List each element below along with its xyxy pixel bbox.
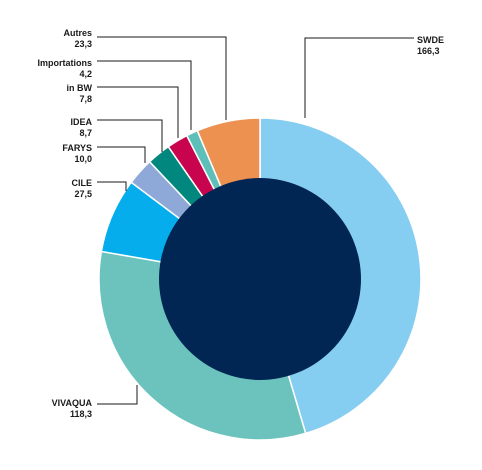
label-farys: FARYS	[62, 143, 92, 153]
label-swde: SWDE	[417, 35, 444, 45]
label-in-bw: in BW	[67, 83, 93, 93]
value-label-in-bw: 7,8	[79, 94, 92, 104]
value-label-swde: 166,3	[417, 46, 440, 56]
value-label-farys: 10,0	[74, 154, 92, 164]
leader-line-farys	[97, 146, 146, 163]
leader-line-idea	[97, 119, 163, 152]
leader-line-vivaqua	[97, 385, 138, 405]
label-autres: Autres	[63, 28, 92, 38]
leader-line-importations	[97, 60, 192, 130]
label-vivaqua: VIVAQUA	[52, 398, 93, 408]
value-label-importations: 4,2	[79, 69, 92, 79]
value-label-cile: 27,5	[74, 189, 92, 199]
leader-line-autres	[97, 36, 227, 120]
donut-center	[159, 178, 361, 380]
leader-line-cile	[97, 181, 127, 191]
label-cile: CILE	[71, 178, 92, 188]
value-label-idea: 8,7	[79, 128, 92, 138]
label-importations: Importations	[37, 58, 92, 68]
label-idea: IDEA	[70, 117, 92, 127]
leader-line-swde	[304, 37, 414, 118]
leader-line-in-bw	[97, 86, 179, 138]
value-label-autres: 23,3	[74, 39, 92, 49]
value-label-vivaqua: 118,3	[70, 409, 92, 419]
